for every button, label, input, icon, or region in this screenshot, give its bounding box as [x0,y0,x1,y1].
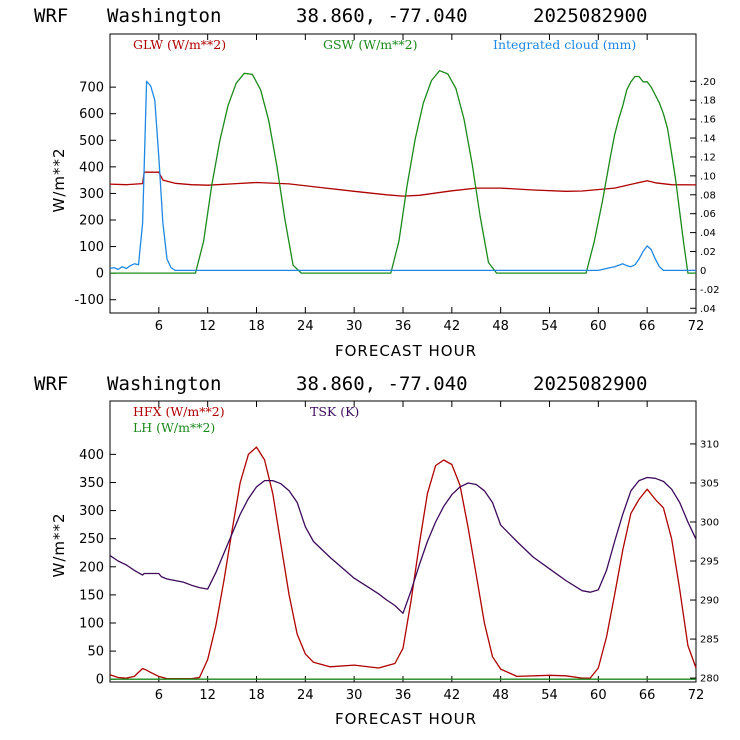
panel1-ytick-label: 700 [79,81,104,96]
panel1-y2tick-label: .10 [700,171,716,182]
panel2-y2tick-label: 300 [700,517,719,528]
panel1-xtick-label: 36 [395,319,412,334]
panel2-xtick-label: 66 [639,688,656,703]
panel2-y2tick-label: 310 [700,439,719,450]
panel1-y2tick-label: .04 [700,228,716,239]
panel1-ytick-label: 600 [79,107,104,122]
panel2-ytick-label: 300 [79,504,104,519]
panel2-ylabel: W/m**2 [50,512,68,577]
panel1-y2tick-label: 0 [700,266,706,277]
panel1-run: 2025082900 [533,5,647,27]
panel1-ytick-label: 500 [79,134,104,149]
legend-gsw: GSW (W/m**2) [323,37,418,52]
panel2-xtick-label: 24 [297,688,314,703]
panel1-y2tick-label: .16 [700,115,716,126]
panel1-xtick-label: 54 [541,319,558,334]
panel2-xtick-label: 72 [688,688,705,703]
legend-cloud: Integrated cloud (mm) [493,37,636,52]
panel2-xtick-label: 60 [590,688,607,703]
panel1-xtick-label: 72 [688,319,705,334]
panel1-xtick-label: 60 [590,319,607,334]
panel2-y2tick-label: 295 [700,557,719,568]
panel2-xtick-label: 6 [155,688,163,703]
panel1-xtick-label: 48 [492,319,509,334]
legend-glw: GLW (W/m**2) [133,37,226,52]
panel1-y2tick-label: -.02 [700,285,720,296]
panel1-ytick-label: 400 [79,160,104,175]
panel1-xtick-label: 66 [639,319,656,334]
panel1-series-integrated [109,80,696,272]
panel1-location: Washington [107,5,221,27]
panel1-ytick-label: 300 [79,187,104,202]
panel1-xtick-label: 42 [444,319,461,334]
panel2-frame [109,400,697,683]
panel1-ylabel: W/m**2 [50,147,68,212]
panel2-ytick-label: 250 [79,532,104,547]
panel2-run: 2025082900 [533,373,647,395]
legend-lh: LH (W/m**2) [133,420,215,435]
panel1-y2tick-label: .08 [700,190,716,201]
panel2-ytick-label: 400 [79,448,104,463]
panel1-ytick-label: 100 [79,240,104,255]
panel1-model: WRF [34,5,68,27]
panel2-ytick-label: 350 [79,476,104,491]
legend-hfx: HFX (W/m**2) [133,404,225,419]
panel2-xtick-label: 12 [199,688,216,703]
panel2-xlabel: FORECAST HOUR [335,710,477,728]
panel1-y2tick-label: .20 [700,77,716,88]
panel2-ytick-label: 200 [79,560,104,575]
panel2-xtick-label: 54 [541,688,558,703]
panel2-y2tick-label: 305 [700,478,719,489]
panel2-xtick-label: 18 [248,688,265,703]
panel1-ytick-label: 200 [79,214,104,229]
panel2-ytick-label: 100 [79,616,104,631]
panel1-y2tick-label: .18 [700,96,716,107]
legend-tsk: TSK (K) [310,404,359,419]
panel1-xtick-label: 18 [248,319,265,334]
panel2-xtick-label: 30 [346,688,363,703]
panel2-y2tick-label: 290 [700,596,719,607]
panel2-ytick-label: 50 [87,645,104,660]
panel2-ytick-label: 0 [96,673,104,688]
panel1-xtick-label: 6 [155,319,163,334]
panel2-y2tick-label: 280 [700,674,719,685]
panel2-xtick-label: 48 [492,688,509,703]
panel2-model: WRF [34,373,68,395]
panel2-xtick-label: 36 [395,688,412,703]
panel1-series-glw [109,171,697,197]
panel2-ytick-label: 150 [79,588,104,603]
panel1-y2tick-label: .14 [700,134,716,145]
panel1-y2tick-label: .12 [700,152,716,163]
panel1-y2tick-label: .04 [700,304,716,315]
panel2-series-tsk [109,476,697,614]
panel1-series-gsw [110,70,696,274]
panel1-xtick-label: 30 [346,319,363,334]
panel1-xtick-label: 24 [297,319,314,334]
panel2-xtick-label: 42 [444,688,461,703]
panel1-frame [109,33,697,314]
panel1-xlabel: FORECAST HOUR [335,342,477,360]
panel2-coords: 38.860, -77.040 [296,373,468,395]
panel2-y2tick-label: 285 [700,635,719,646]
panel2-location: Washington [107,373,221,395]
panel1-ytick-label: 0 [96,267,104,282]
panel1-ytick-label: -100 [74,293,104,308]
panel1-y2tick-label: .02 [700,247,716,258]
panel1-coords: 38.860, -77.040 [296,5,468,27]
panel1-y2tick-label: .06 [700,209,716,220]
panel1-xtick-label: 12 [199,319,216,334]
